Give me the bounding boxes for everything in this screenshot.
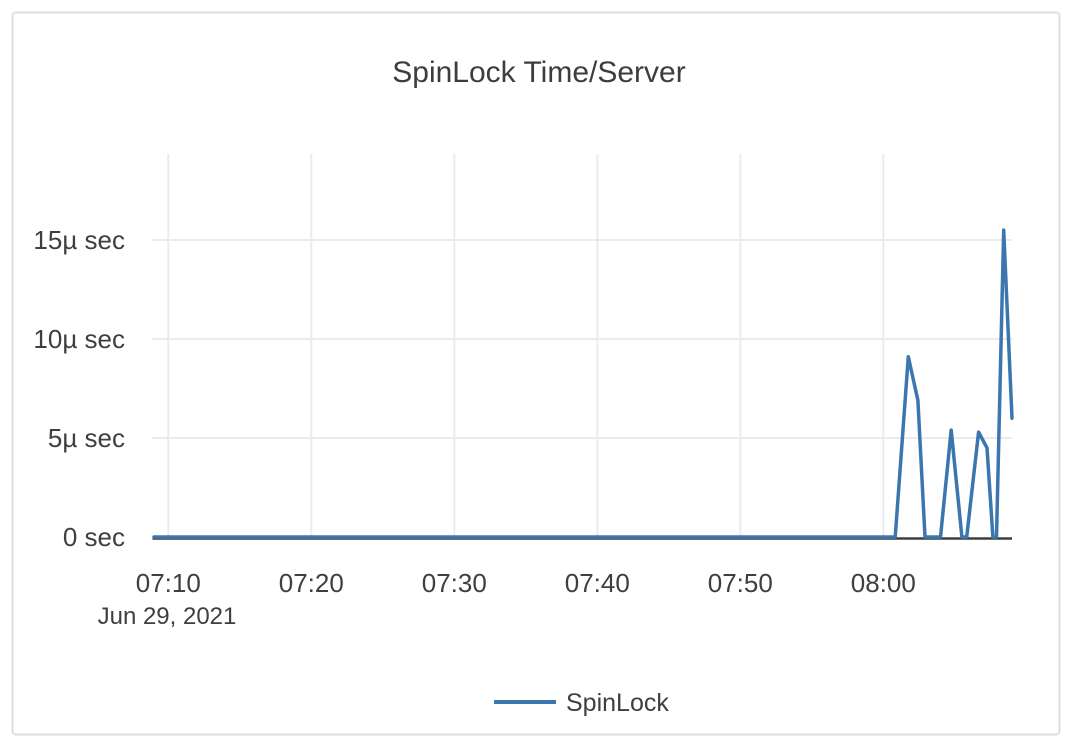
y-tick-label: 5µ sec: [48, 423, 125, 453]
legend-label: SpinLock: [566, 689, 669, 717]
x-tick-label: 07:20: [279, 568, 344, 598]
x-tick-label: 07:30: [422, 568, 487, 598]
legend[interactable]: SpinLock: [494, 689, 669, 717]
chart-title: SpinLock Time/Server: [392, 56, 685, 89]
x-tick-label: 07:40: [565, 568, 630, 598]
y-axis-labels: 0 sec 5µ sec 10µ sec 15µ sec: [33, 225, 125, 552]
x-tick-label: 07:10: [136, 568, 201, 598]
y-tick-label: 15µ sec: [33, 225, 125, 255]
y-tick-label: 0 sec: [63, 522, 125, 552]
x-tick-label: 07:50: [708, 568, 773, 598]
y-tick-label: 10µ sec: [33, 324, 125, 354]
card-border: [11, 11, 1061, 736]
spinlock-series-line: [152, 228, 1014, 539]
x-axis-labels: 07:10 07:20 07:30 07:40 07:50 08:00: [136, 568, 916, 598]
x-axis-date-label: Jun 29, 2021: [98, 603, 237, 630]
x-tick-label: 08:00: [851, 568, 916, 598]
gridlines: [152, 154, 1012, 539]
